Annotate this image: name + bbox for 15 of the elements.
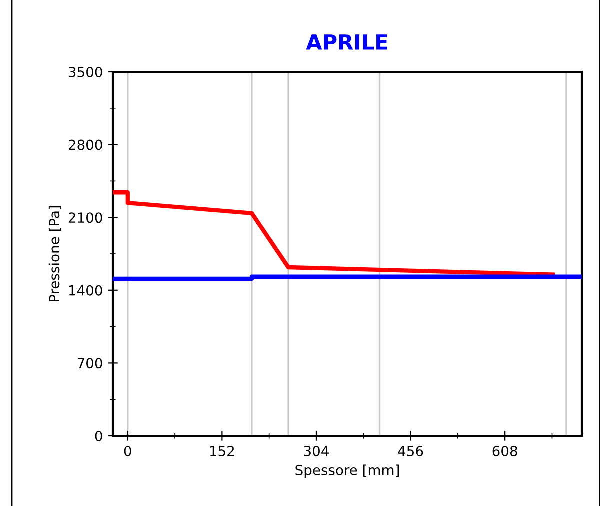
x-tick-label: 304 <box>304 446 329 456</box>
x-tick-label: 152 <box>210 446 234 456</box>
y-tick-label: 2100 <box>68 212 102 224</box>
x-axis-title: Spessore [mm] <box>296 464 400 478</box>
y-tick-label: 0 <box>95 430 102 442</box>
line-series <box>113 190 555 277</box>
x-tick-label: 456 <box>398 446 424 456</box>
y-tick-label: 1400 <box>69 285 102 296</box>
x-tick-label: 608 <box>492 446 518 456</box>
x-tick-label: 0 <box>124 446 132 456</box>
y-tick-label: 700 <box>78 358 102 369</box>
chart-title: APRILE <box>306 34 388 50</box>
y-tick-label: 2800 <box>68 140 102 150</box>
y-axis-title: Pressione [Pa] <box>48 206 62 302</box>
y-tick-label: 3500 <box>68 66 102 78</box>
